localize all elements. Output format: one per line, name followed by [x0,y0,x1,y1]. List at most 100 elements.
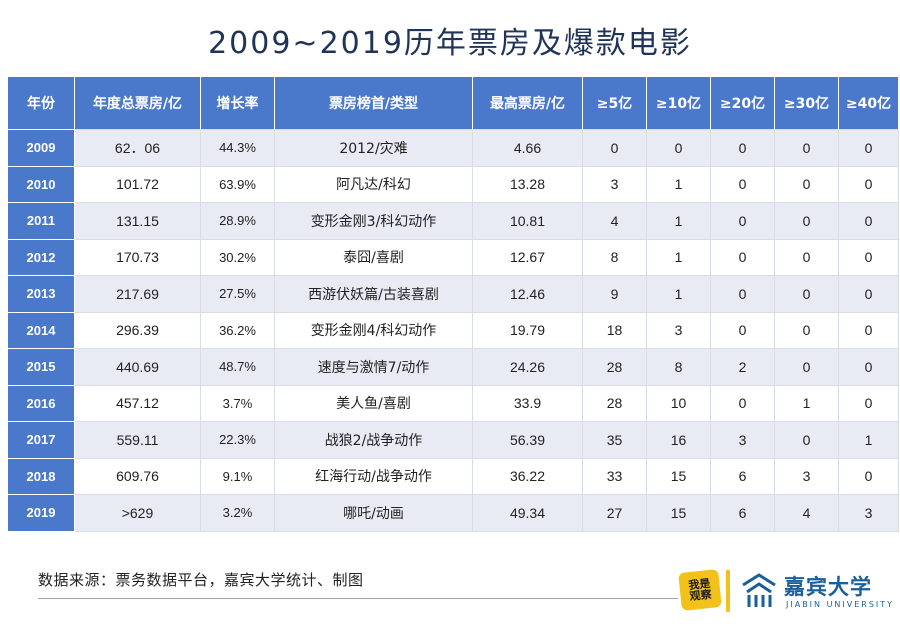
column-header: 最高票房/亿 [472,77,583,130]
footer-divider [38,598,678,599]
total-box-office-cell: 62．06 [74,129,201,167]
over-5-cell: 28 [582,348,647,386]
year-cell: 2019 [7,494,75,532]
over-40-cell: 0 [838,457,899,495]
university-name: 嘉宾大学 [784,575,872,599]
top-box-office-cell: 33.9 [472,384,583,422]
total-box-office-cell: 217.69 [74,275,201,313]
top-box-office-cell: 36.22 [472,457,583,495]
over-5-cell: 18 [582,311,647,349]
total-box-office-cell: >629 [74,494,201,532]
table-row: 2017 559.11 22.3% 战狼2/战争动作 56.39 35 16 3 0 1 [7,421,899,459]
total-box-office-cell: 440.69 [74,348,201,386]
column-header: ≥5亿 [582,77,647,130]
over-5-cell: 0 [582,129,647,167]
table-row: 2018 609.76 9.1% 红海行动/战争动作 36.22 33 15 6 3 0 [7,457,899,495]
column-header: ≥40亿 [838,77,899,130]
over-40-cell: 0 [838,275,899,313]
over-10-cell: 0 [646,129,711,167]
over-10-cell: 15 [646,457,711,495]
total-box-office-cell: 559.11 [74,421,201,459]
over-30-cell: 0 [774,238,839,276]
growth-rate-cell: 27.5% [200,275,275,313]
over-20-cell: 0 [710,202,775,240]
over-20-cell: 0 [710,129,775,167]
over-20-cell: 0 [710,384,775,422]
growth-rate-cell: 28.9% [200,202,275,240]
top-film-cell: 泰囧/喜剧 [274,238,473,276]
column-header: 票房榜首/类型 [274,77,473,130]
over-10-cell: 15 [646,494,711,532]
over-40-cell: 0 [838,238,899,276]
over-10-cell: 3 [646,311,711,349]
column-header: ≥30亿 [774,77,839,130]
page-title: 2009~2019历年票房及爆款电影 [208,26,692,61]
over-5-cell: 9 [582,275,647,313]
top-box-office-cell: 13.28 [472,165,583,203]
over-20-cell: 0 [710,311,775,349]
total-box-office-cell: 101.72 [74,165,201,203]
box-office-table: 年份 年度总票房/亿 增长率 票房榜首/类型 最高票房/亿 ≥5亿 ≥10亿 ≥20亿 ≥30亿… [7,77,899,532]
table-row: 2009 62．06 44.3% 2012/灾难 4.66 0 0 0 0 0 [7,129,899,167]
growth-rate-cell: 3.7% [200,384,275,422]
university-logo-icon [742,573,776,607]
over-5-cell: 28 [582,384,647,422]
column-header: ≥20亿 [710,77,775,130]
column-header: ≥10亿 [646,77,711,130]
table-row: 2015 440.69 48.7% 速度与激情7/动作 24.26 28 8 2 0 0 [7,348,899,386]
over-30-cell: 3 [774,457,839,495]
top-film-cell: 阿凡达/科幻 [274,165,473,203]
total-box-office-cell: 609.76 [74,457,201,495]
over-5-cell: 33 [582,457,647,495]
over-40-cell: 1 [838,421,899,459]
observer-logo-badge: 我是观察 [678,569,722,611]
over-30-cell: 0 [774,202,839,240]
year-cell: 2010 [7,165,75,203]
top-film-cell: 战狼2/战争动作 [274,421,473,459]
growth-rate-cell: 63.9% [200,165,275,203]
top-film-cell: 美人鱼/喜剧 [274,384,473,422]
over-5-cell: 35 [582,421,647,459]
top-box-office-cell: 19.79 [472,311,583,349]
over-20-cell: 0 [710,275,775,313]
top-box-office-cell: 12.67 [472,238,583,276]
badge-text: 我是观察 [687,576,713,604]
year-cell: 2009 [7,129,75,167]
year-cell: 2014 [7,311,75,349]
over-30-cell: 1 [774,384,839,422]
year-cell: 2017 [7,421,75,459]
top-box-office-cell: 10.81 [472,202,583,240]
university-english-name: JIABIN UNIVERSITY [786,600,895,609]
over-5-cell: 27 [582,494,647,532]
over-40-cell: 0 [838,384,899,422]
over-10-cell: 16 [646,421,711,459]
table-row: 2010 101.72 63.9% 阿凡达/科幻 13.28 3 1 0 0 0 [7,165,899,203]
year-cell: 2015 [7,348,75,386]
over-10-cell: 1 [646,275,711,313]
top-film-cell: 速度与激情7/动作 [274,348,473,386]
over-30-cell: 0 [774,421,839,459]
top-film-cell: 变形金刚3/科幻动作 [274,202,473,240]
over-20-cell: 2 [710,348,775,386]
top-film-cell: 红海行动/战争动作 [274,457,473,495]
over-40-cell: 0 [838,348,899,386]
table-row: 2013 217.69 27.5% 西游伏妖篇/古装喜剧 12.46 9 1 0 0 0 [7,275,899,313]
top-film-cell: 哪吒/动画 [274,494,473,532]
logo-divider [726,570,730,612]
year-cell: 2018 [7,457,75,495]
growth-rate-cell: 44.3% [200,129,275,167]
over-30-cell: 0 [774,275,839,313]
table-row: 2014 296.39 36.2% 变形金刚4/科幻动作 19.79 18 3 0 0 0 [7,311,899,349]
over-40-cell: 3 [838,494,899,532]
over-5-cell: 4 [582,202,647,240]
over-40-cell: 0 [838,311,899,349]
top-box-office-cell: 4.66 [472,129,583,167]
growth-rate-cell: 36.2% [200,311,275,349]
year-cell: 2016 [7,384,75,422]
over-20-cell: 6 [710,494,775,532]
top-box-office-cell: 12.46 [472,275,583,313]
over-10-cell: 1 [646,238,711,276]
over-40-cell: 0 [838,202,899,240]
over-5-cell: 3 [582,165,647,203]
column-header: 年度总票房/亿 [74,77,201,130]
